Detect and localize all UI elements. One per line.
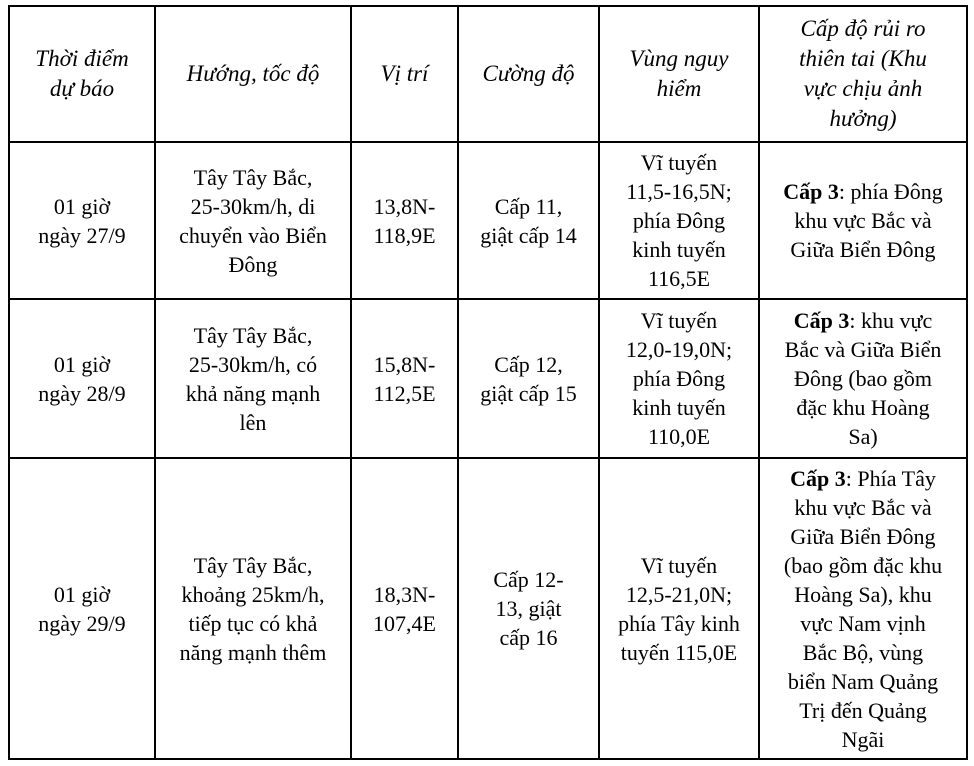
risk-area: : khu vực Bắc và Giữa Biển Đông (bao gồm… [784,308,942,449]
header-position: Vị trí [350,5,459,143]
cell-position: 13,8N- 118,9E [350,141,459,300]
header-forecast-time: Thời điểm dự báo [8,5,156,143]
risk-level: Cấp 3 [783,179,839,204]
header-direction-speed: Hướng, tốc độ [154,5,352,143]
cell-time: 01 giờ ngày 27/9 [8,141,156,300]
risk-area: : phía Đông khu vực Bắc và Giữa Biển Đôn… [790,179,943,262]
cell-intensity: Cấp 12, giật cấp 15 [457,298,600,459]
cell-risk: Cấp 3: Phía Tây khu vực Bắc và Giữa Biển… [758,457,968,760]
cell-danger-zone: Vĩ tuyến 11,5-16,5N; phía Đông kinh tuyế… [598,141,760,300]
cell-position: 18,3N- 107,4E [350,457,459,760]
cell-time: 01 giờ ngày 28/9 [8,298,156,459]
storm-forecast-table: Thời điểm dự báo Hướng, tốc độ Vị trí Cư… [8,5,968,760]
cell-direction: Tây Tây Bắc, khoảng 25km/h, tiếp tục có … [154,457,352,760]
table-row: 01 giờ ngày 28/9 Tây Tây Bắc, 25-30km/h,… [8,298,968,459]
header-danger-zone: Vùng nguy hiểm [598,5,760,143]
cell-danger-zone: Vĩ tuyến 12,0-19,0N; phía Đông kinh tuyế… [598,298,760,459]
table-row: 01 giờ ngày 29/9 Tây Tây Bắc, khoảng 25k… [8,457,968,760]
risk-level: Cấp 3 [793,308,850,333]
cell-intensity: Cấp 12- 13, giật cấp 16 [457,457,600,760]
header-risk-level: Cấp độ rủi ro thiên tai (Khu vực chịu ản… [758,5,968,143]
table-header-row: Thời điểm dự báo Hướng, tốc độ Vị trí Cư… [8,5,968,143]
cell-position: 15,8N- 112,5E [350,298,459,459]
cell-risk: Cấp 3: khu vực Bắc và Giữa Biển Đông (ba… [758,298,968,459]
cell-intensity: Cấp 11, giật cấp 14 [457,141,600,300]
table-row: 01 giờ ngày 27/9 Tây Tây Bắc, 25-30km/h,… [8,141,968,300]
cell-danger-zone: Vĩ tuyến 12,5-21,0N; phía Tây kinh tuyến… [598,457,760,760]
risk-level: Cấp 3 [790,465,846,491]
cell-time: 01 giờ ngày 29/9 [8,457,156,760]
cell-direction: Tây Tây Bắc, 25-30km/h, có khả năng mạnh… [154,298,352,459]
header-intensity: Cường độ [457,5,600,143]
cell-direction: Tây Tây Bắc, 25-30km/h, di chuyển vào Bi… [154,141,352,300]
risk-area: : Phía Tây khu vực Bắc và Giữa Biển Đông… [783,465,943,752]
cell-risk: Cấp 3: phía Đông khu vực Bắc và Giữa Biể… [758,141,968,300]
